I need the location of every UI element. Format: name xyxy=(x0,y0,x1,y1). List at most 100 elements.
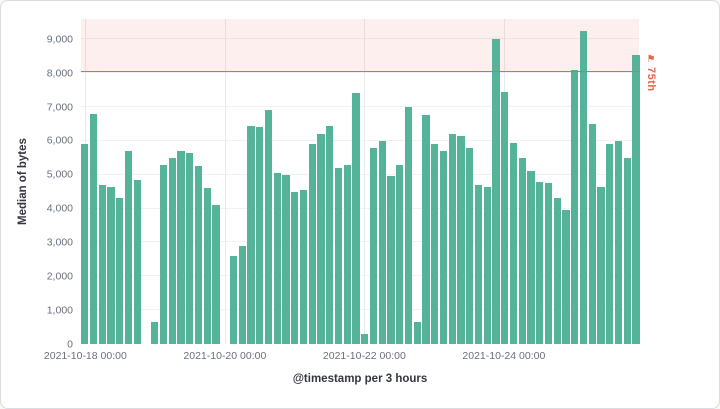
y-tick-label: 5,000 xyxy=(46,168,73,181)
bar[interactable] xyxy=(168,157,176,344)
bar[interactable] xyxy=(133,179,141,344)
gridline-horizontal xyxy=(81,309,639,311)
bar[interactable] xyxy=(334,167,342,344)
bar-slot xyxy=(98,19,106,344)
bar[interactable] xyxy=(308,144,316,344)
bar[interactable] xyxy=(343,164,351,344)
bar-slot xyxy=(448,19,456,344)
bar-slot xyxy=(142,19,149,344)
bar[interactable] xyxy=(256,127,264,344)
bar-slot xyxy=(536,19,544,344)
bar[interactable] xyxy=(159,164,167,344)
bar[interactable] xyxy=(291,191,299,344)
bar-slot xyxy=(194,19,202,344)
bar[interactable] xyxy=(186,152,194,344)
bar-slot xyxy=(562,19,570,344)
bar[interactable] xyxy=(404,107,412,344)
threshold-label-text: 75th xyxy=(645,66,657,92)
bar[interactable] xyxy=(518,157,526,344)
bar-slot xyxy=(518,19,526,344)
bar-slot xyxy=(352,19,360,344)
bar[interactable] xyxy=(229,255,237,344)
bar-slot xyxy=(308,19,316,344)
bar[interactable] xyxy=(194,166,202,344)
bar[interactable] xyxy=(326,125,334,344)
bar[interactable] xyxy=(369,147,377,344)
bar[interactable] xyxy=(571,69,579,344)
bar[interactable] xyxy=(632,54,640,344)
bar-slot xyxy=(509,19,517,344)
bar[interactable] xyxy=(352,93,360,344)
bar-slot xyxy=(124,19,132,344)
bar[interactable] xyxy=(317,134,325,344)
bar-slot xyxy=(422,19,430,344)
bar[interactable] xyxy=(439,151,447,344)
bar[interactable] xyxy=(124,151,132,344)
bar[interactable] xyxy=(466,147,474,344)
bar[interactable] xyxy=(527,171,535,344)
bar[interactable] xyxy=(457,135,465,344)
bar[interactable] xyxy=(544,183,552,344)
bar[interactable] xyxy=(492,39,500,344)
bar[interactable] xyxy=(614,140,622,344)
gridline-horizontal xyxy=(81,173,639,175)
bar[interactable] xyxy=(299,189,307,344)
bar-slot xyxy=(614,19,622,344)
bar-slot xyxy=(544,19,552,344)
bar[interactable] xyxy=(396,164,404,344)
x-axis-ticks: 2021-10-18 00:00 2021-10-20 00:00 2021-10-… xyxy=(44,350,639,364)
bar-slot xyxy=(597,19,605,344)
bar-slot xyxy=(474,19,482,344)
bar[interactable] xyxy=(422,115,430,344)
bar[interactable] xyxy=(89,113,97,344)
bar-slot xyxy=(326,19,334,344)
bar[interactable] xyxy=(448,134,456,344)
bar-slot xyxy=(606,19,614,344)
bar[interactable] xyxy=(413,322,421,344)
bar[interactable] xyxy=(483,186,491,344)
x-tick-label: 2021-10-18 00:00 xyxy=(43,350,127,362)
bar-slot xyxy=(334,19,342,344)
bar-slot xyxy=(527,19,535,344)
bar[interactable] xyxy=(562,210,570,344)
bar[interactable] xyxy=(273,173,281,344)
bar[interactable] xyxy=(378,140,386,344)
bar[interactable] xyxy=(282,174,290,344)
gridline-horizontal xyxy=(81,241,639,243)
bar[interactable] xyxy=(151,322,159,344)
bar[interactable] xyxy=(116,198,124,344)
bar[interactable] xyxy=(98,184,106,344)
y-axis-ticks: 0 1,000 2,000 3,000 4,000 5,000 6,000 7,000 8,00… xyxy=(1,19,73,349)
bar-slot xyxy=(466,19,474,344)
bar[interactable] xyxy=(431,144,439,344)
y-tick-label: 9,000 xyxy=(46,33,73,46)
y-tick-label: 1,000 xyxy=(46,303,73,316)
bar[interactable] xyxy=(579,30,587,344)
bar[interactable] xyxy=(509,142,517,344)
bar[interactable] xyxy=(501,91,509,344)
bar[interactable] xyxy=(606,144,614,344)
bar-slot xyxy=(177,19,185,344)
bar[interactable] xyxy=(588,123,596,344)
bar[interactable] xyxy=(474,184,482,344)
bar[interactable] xyxy=(264,110,272,344)
bar[interactable] xyxy=(177,151,185,344)
bar[interactable] xyxy=(212,205,220,344)
bar-slot xyxy=(107,19,115,344)
bar[interactable] xyxy=(203,188,211,344)
bar[interactable] xyxy=(238,245,246,344)
bar[interactable] xyxy=(81,144,89,344)
bar[interactable] xyxy=(623,157,631,344)
bar[interactable] xyxy=(536,181,544,344)
bar-slot xyxy=(439,19,447,344)
bar[interactable] xyxy=(553,198,561,344)
bar[interactable] xyxy=(107,186,115,344)
bar[interactable] xyxy=(247,125,255,344)
y-tick-label: 0 xyxy=(67,337,73,350)
y-tick-label: 2,000 xyxy=(46,270,73,283)
bar[interactable] xyxy=(387,176,395,344)
bar[interactable] xyxy=(597,186,605,344)
x-tick-label: 2021-10-20 00:00 xyxy=(183,350,267,362)
bar[interactable] xyxy=(361,333,369,344)
